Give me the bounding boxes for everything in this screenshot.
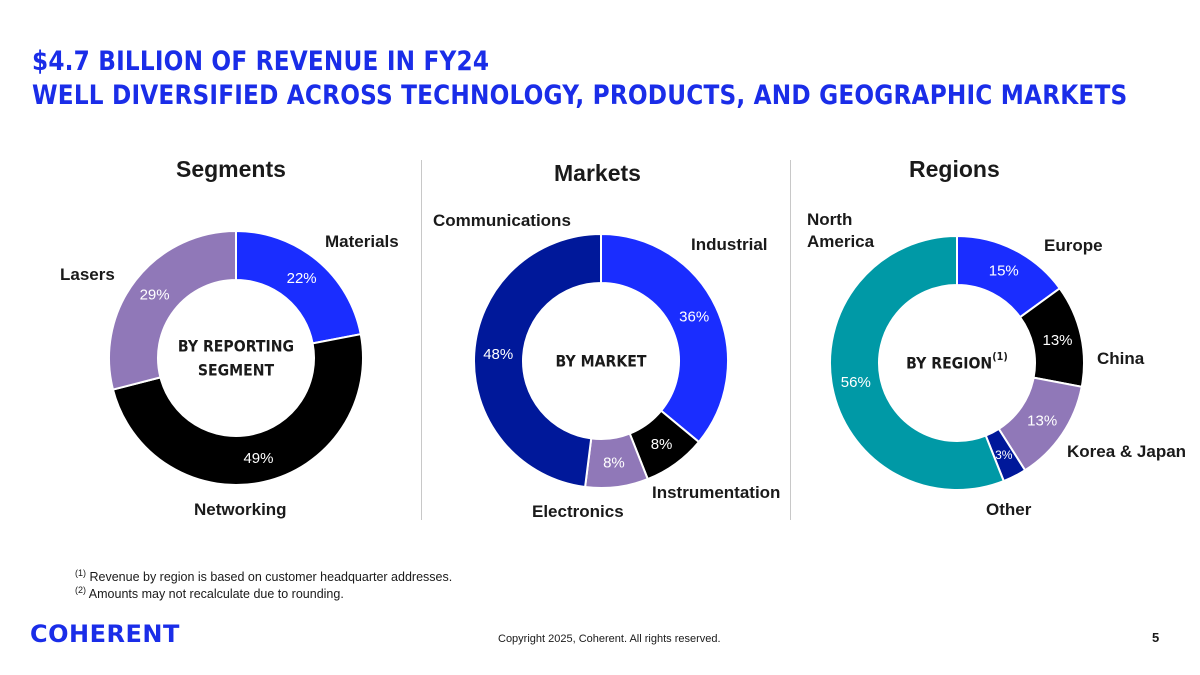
coherent-logo: COHERENT: [30, 620, 180, 648]
callout-instrumentation: Instrumentation: [652, 483, 781, 502]
slice-label-other: 3%: [995, 448, 1013, 462]
regions-title: Regions: [909, 156, 1000, 182]
page-number: 5: [1152, 630, 1160, 645]
slice-label-communications: 48%: [483, 346, 513, 363]
regions-donut-chart: 15% 13% 13% 3% 56% BY REGION(1): [829, 234, 1085, 491]
callout-china: China: [1097, 349, 1145, 368]
slice-networking: [111, 333, 364, 486]
slice-communications: [473, 232, 602, 489]
callout-industrial: Industrial: [691, 235, 768, 254]
callout-electronics: Electronics: [532, 502, 624, 521]
slice-label-europe: 15%: [989, 263, 1019, 280]
center-label-line1: BY REGION(1): [906, 351, 1008, 373]
panel-divider-right: [790, 160, 791, 520]
footnote-1-mark: (1): [75, 568, 86, 578]
markets-donut-chart: 36% 8% 8% 48% BY MARKET: [473, 232, 729, 489]
panel-divider-left: [421, 160, 422, 520]
slice-label-electronics: 8%: [603, 455, 625, 472]
markets-title: Markets: [554, 160, 641, 186]
slice-label-materials: 22%: [287, 270, 317, 287]
slice-label-networking: 49%: [243, 450, 273, 467]
callout-north-america-line2: America: [807, 232, 875, 251]
slice-label-industrial: 36%: [679, 309, 709, 326]
callout-north-america-line1: North: [807, 210, 853, 229]
center-label-line1: BY MARKET: [556, 351, 648, 370]
callout-korea-japan: Korea & Japan: [1067, 442, 1187, 461]
slice-label-north-america: 56%: [841, 374, 871, 391]
footnote-2: (2) Amounts may not recalculate due to r…: [75, 585, 344, 601]
callout-other: Other: [986, 500, 1032, 519]
slide-title-line2: WELL DIVERSIFIED ACROSS TECHNOLOGY, PROD…: [32, 80, 1128, 111]
callout-communications: Communications: [433, 211, 571, 230]
center-label-line2: SEGMENT: [198, 360, 275, 379]
segments-title: Segments: [176, 156, 286, 182]
callout-networking: Networking: [194, 500, 287, 519]
footnote-1: (1) Revenue by region is based on custom…: [75, 568, 452, 584]
slice-label-china: 13%: [1043, 332, 1073, 349]
footnote-2-mark: (2): [75, 585, 86, 595]
callout-lasers: Lasers: [60, 265, 115, 284]
segments-donut-chart: 22% 49% 29% BY REPORTING SEGMENT: [108, 229, 364, 486]
callout-europe: Europe: [1044, 236, 1103, 255]
slice-north-america: [829, 234, 1006, 491]
slice-lasers: [108, 229, 237, 391]
slice-label-instrumentation: 8%: [651, 436, 673, 453]
slice-industrial: [600, 232, 729, 444]
copyright-text: Copyright 2025, Coherent. All rights res…: [498, 633, 721, 645]
slide-title-line1: $4.7 BILLION OF REVENUE IN FY24: [32, 46, 490, 77]
slice-label-korea-japan: 13%: [1027, 412, 1057, 429]
center-label-footnote-mark: (1): [992, 351, 1008, 364]
footnote-1-text: Revenue by region is based on customer h…: [89, 570, 453, 585]
callout-materials: Materials: [325, 232, 399, 251]
footnote-2-text: Amounts may not recalculate due to round…: [88, 587, 344, 602]
center-label-line1: BY REPORTING: [178, 336, 294, 355]
slice-label-lasers: 29%: [140, 286, 170, 303]
